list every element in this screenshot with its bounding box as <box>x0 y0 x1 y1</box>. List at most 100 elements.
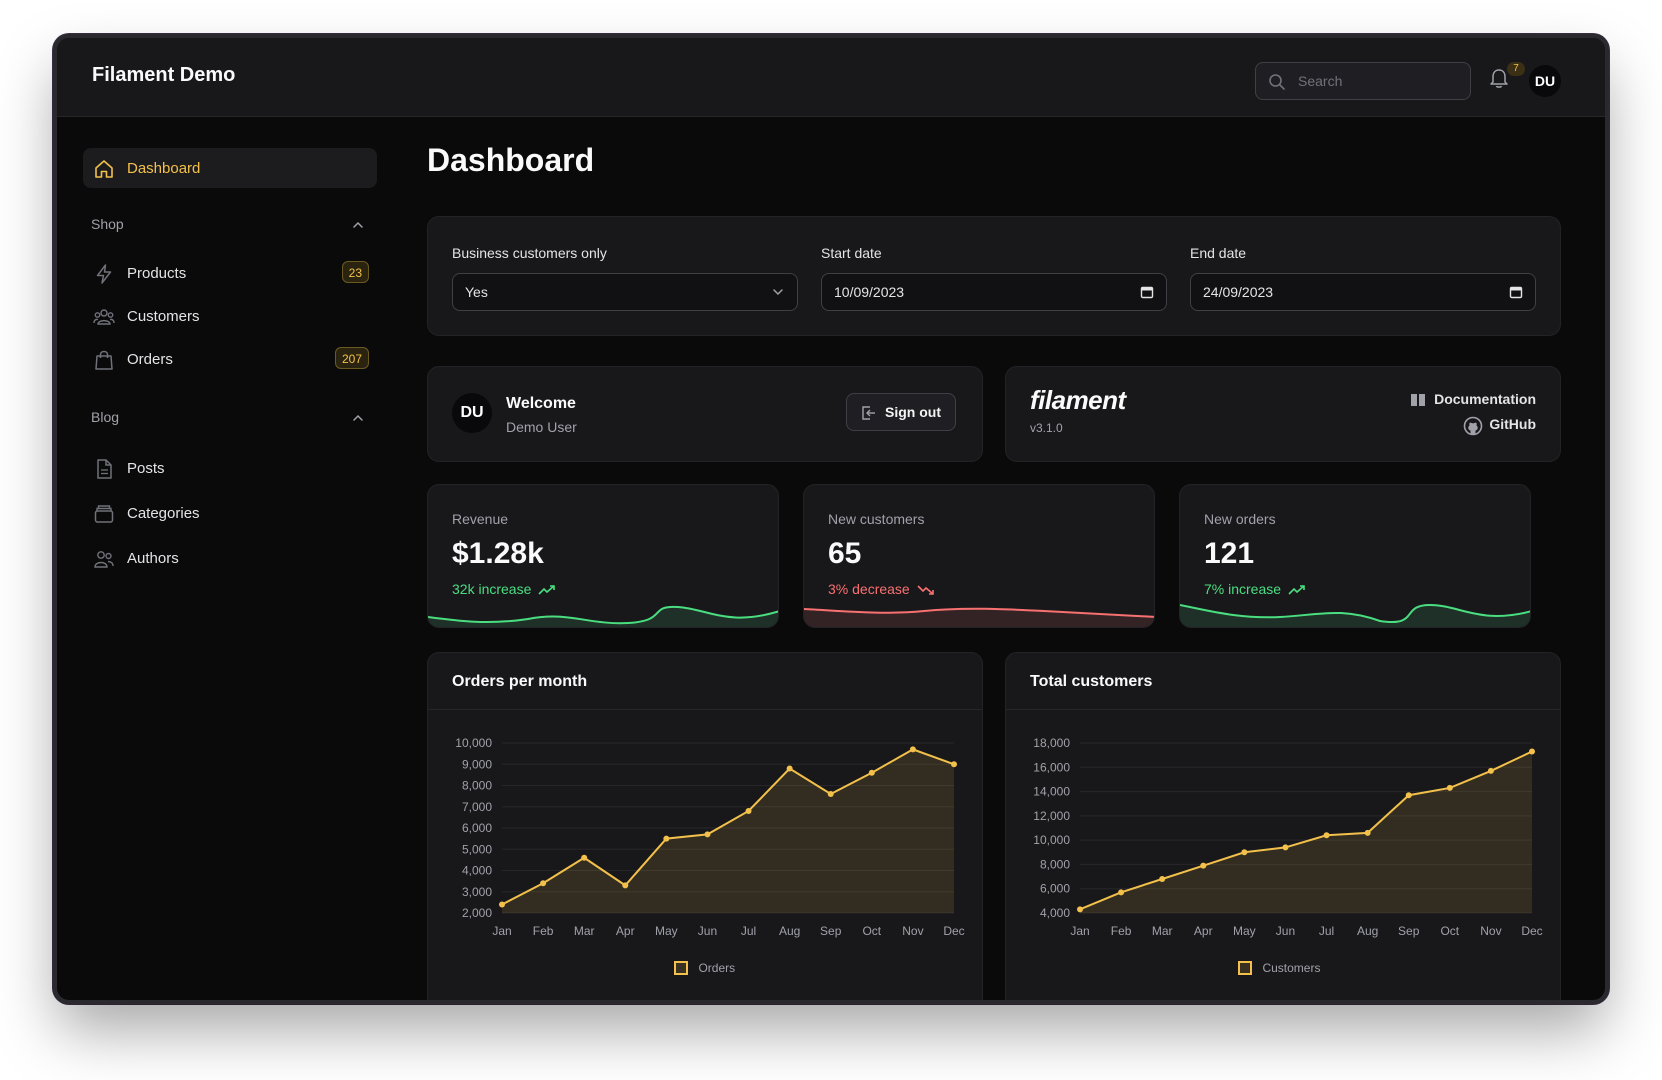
sidebar-item-categories[interactable]: Categories <box>83 493 377 533</box>
sidebar-group-blog[interactable]: Blog <box>91 409 120 425</box>
sidebar-item-orders[interactable]: Orders 207 <box>83 339 377 379</box>
series-area <box>1080 751 1532 913</box>
y-tick-label: 8,000 <box>462 779 492 793</box>
series-line <box>1079 750 1533 911</box>
y-tick-label: 10,000 <box>1033 833 1070 847</box>
y-tick-label: 7,000 <box>462 800 492 814</box>
business-customers-select[interactable]: Yes <box>452 273 798 311</box>
app-brand[interactable]: Filament Demo <box>92 64 236 86</box>
sidebar-item-customers[interactable]: Customers <box>83 296 377 336</box>
stat-value: 65 <box>828 537 862 570</box>
welcome-heading: Welcome <box>506 395 576 412</box>
products-count-badge: 23 <box>341 261 369 283</box>
data-point <box>1405 792 1412 799</box>
y-tick-label: 3,000 <box>462 885 492 899</box>
data-point <box>704 831 711 838</box>
stat-label: New orders <box>1204 511 1276 527</box>
start-date-input[interactable]: 10/09/2023 <box>821 273 1167 311</box>
data-point <box>1529 748 1535 755</box>
sidebar-item-label: Customers <box>127 308 200 325</box>
sign-out-icon <box>862 406 875 420</box>
chart-title: Orders per month <box>452 673 588 690</box>
x-tick-label: Aug <box>1357 924 1378 938</box>
data-point <box>1077 906 1083 913</box>
stat-card-revenue: Revenue $1.28k 32k increase <box>427 484 779 628</box>
github-link[interactable]: GitHub <box>1464 416 1536 436</box>
data-point <box>786 765 793 772</box>
users-icon <box>93 309 115 325</box>
y-tick-label: 4,000 <box>1040 906 1070 920</box>
end-date-input[interactable]: 24/09/2023 <box>1190 273 1536 311</box>
filament-version: v3.1.0 <box>1030 421 1063 435</box>
y-tick-label: 5,000 <box>462 842 492 856</box>
data-point <box>499 901 505 908</box>
data-point <box>1446 784 1453 791</box>
sidebar-item-products[interactable]: Products 23 <box>83 253 377 293</box>
account-avatar: DU <box>452 393 492 433</box>
filament-logo[interactable]: filament <box>1030 385 1126 415</box>
sidebar-item-authors[interactable]: Authors <box>83 538 377 578</box>
sidebar-item-posts[interactable]: Posts <box>83 448 377 488</box>
y-tick-label: 8,000 <box>1040 857 1070 871</box>
chevron-up-icon[interactable] <box>351 218 365 232</box>
sidebar-group-shop[interactable]: Shop <box>91 216 124 232</box>
stat-description-text: 32k increase <box>452 581 532 597</box>
y-tick-label: 10,000 <box>455 736 492 750</box>
data-point <box>909 746 916 753</box>
chart-divider <box>428 709 982 710</box>
chevron-down-icon <box>773 289 783 296</box>
account-user-name: Demo User <box>506 419 577 435</box>
chevron-up-icon[interactable] <box>351 411 365 425</box>
github-label: GitHub <box>1489 416 1536 432</box>
documentation-link[interactable]: Documentation <box>1411 391 1536 411</box>
x-tick-label: Jul <box>741 924 756 938</box>
x-tick-label: Aug <box>779 924 800 938</box>
data-point <box>581 854 588 861</box>
book-icon <box>1411 394 1426 406</box>
bolt-icon <box>96 264 112 284</box>
sidebar-item-label: Authors <box>127 550 179 567</box>
data-point <box>951 761 957 768</box>
documentation-label: Documentation <box>1434 391 1536 407</box>
notification-count-badge: 7 <box>1507 62 1525 76</box>
stat-description: 3% decrease <box>828 581 935 597</box>
legend-label: Orders <box>698 960 736 975</box>
stat-sparkline <box>428 605 778 627</box>
filters-card: Business customers only Yes Start date 1… <box>427 216 1561 336</box>
data-point <box>1323 832 1330 839</box>
calendar-icon[interactable] <box>1509 285 1523 299</box>
data-point <box>1159 876 1166 882</box>
user-avatar[interactable]: DU <box>1529 65 1561 97</box>
series-line <box>501 748 955 906</box>
account-widget: DU Welcome Demo User Sign out <box>427 366 983 462</box>
stat-description: 32k increase <box>452 581 556 597</box>
sign-out-button[interactable]: Sign out <box>846 393 956 431</box>
x-tick-label: Jun <box>1276 924 1295 938</box>
sidebar-item-dashboard[interactable]: Dashboard <box>83 148 377 188</box>
sidebar-item-label: Products <box>127 265 187 282</box>
y-tick-label: 12,000 <box>1033 809 1070 823</box>
data-point <box>1118 889 1125 896</box>
stat-description: 7% increase <box>1204 581 1306 597</box>
search-input[interactable]: Search <box>1255 62 1471 100</box>
sidebar-active-highlight <box>83 148 377 188</box>
data-point <box>622 882 629 889</box>
chart-legend[interactable]: Orders <box>674 959 735 975</box>
business-filter-label: Business customers only <box>452 245 607 261</box>
trending-up-icon <box>1288 585 1305 595</box>
customers-line-chart: 4,000 6,000 8,000 10,000 12,000 14,000 16,000 1… <box>1033 736 1542 938</box>
legend-swatch <box>1238 960 1252 975</box>
notifications-bell-icon[interactable] <box>1489 68 1509 90</box>
search-placeholder: Search <box>1298 73 1343 89</box>
chart-legend[interactable]: Customers <box>1238 959 1320 975</box>
stat-description-text: 7% increase <box>1204 581 1282 597</box>
topbar: Filament Demo Search 7 DU <box>57 38 1605 117</box>
chart-title: Total customers <box>1030 673 1153 690</box>
sidebar-item-label: Posts <box>127 460 165 477</box>
shopping-bag-icon <box>95 350 113 370</box>
business-customers-value: Yes <box>465 284 488 300</box>
y-tick-label: 4,000 <box>462 864 492 878</box>
github-icon <box>1464 416 1483 436</box>
legend-swatch <box>674 960 688 975</box>
calendar-icon[interactable] <box>1140 285 1154 299</box>
